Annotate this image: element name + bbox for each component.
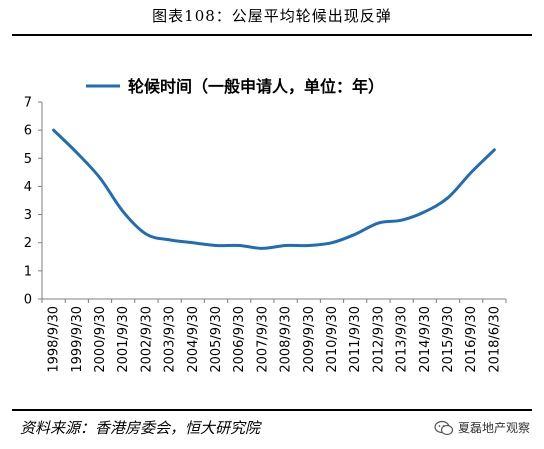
x-tick-label: 2009/9/30 xyxy=(302,306,317,373)
legend-label: 轮候时间（一般申请人，单位：年） xyxy=(128,77,384,96)
y-tick-label: 1 xyxy=(24,264,32,279)
x-tick-label: 2010/9/30 xyxy=(325,306,340,373)
x-tick-label: 1999/9/30 xyxy=(70,306,85,373)
y-tick-label: 2 xyxy=(24,236,32,251)
x-tick-label: 2006/9/30 xyxy=(232,306,247,373)
x-tick-label: 2002/9/30 xyxy=(139,306,154,373)
wechat-icon xyxy=(434,420,454,436)
figure-title: 图表108：公屋平均轮候出现反弹 xyxy=(152,7,392,25)
x-tick-label: 2016/9/30 xyxy=(464,306,479,373)
series-line xyxy=(52,128,496,250)
x-tick-label: 2005/9/30 xyxy=(209,306,224,373)
y-tick-label: 4 xyxy=(24,180,32,195)
x-tick-label: 2007/9/30 xyxy=(255,306,270,373)
y-tick-label: 3 xyxy=(24,208,32,223)
source-note: 资料来源：香港房委会，恒大研究院 xyxy=(20,419,261,437)
legend: 轮候时间（一般申请人，单位：年） xyxy=(86,77,384,96)
line-chart: 轮候时间（一般申请人，单位：年） 0 1 2 3 4 5 6 7 1998/9/30 1999/… xyxy=(24,77,507,373)
y-tick-label: 7 xyxy=(24,96,32,111)
x-tick-label: 2013/9/30 xyxy=(395,306,410,373)
x-tick-label: 2003/9/30 xyxy=(163,306,178,373)
x-tick-label: 2008/9/30 xyxy=(279,306,294,373)
x-tick-label: 1998/9/30 xyxy=(47,306,62,373)
x-axis-ticks: 1998/9/30 1999/9/30 2000/9/30 2001/9/30 2002… xyxy=(41,299,507,373)
x-tick-label: 2001/9/30 xyxy=(116,306,131,373)
y-tick-label: 5 xyxy=(24,152,32,167)
watermark-label: 夏磊地产观察 xyxy=(457,421,530,435)
x-tick-label: 2014/9/30 xyxy=(418,306,433,373)
y-axis-ticks: 0 1 2 3 4 5 6 7 xyxy=(24,96,42,308)
watermark: 夏磊地产观察 xyxy=(434,417,530,439)
y-tick-label: 6 xyxy=(24,124,32,139)
x-tick-label: 2015/9/30 xyxy=(441,306,456,373)
x-tick-label: 2004/9/30 xyxy=(186,306,201,373)
x-tick-label: 2011/9/30 xyxy=(348,306,363,373)
bottom-rule xyxy=(12,409,532,411)
y-tick-label: 0 xyxy=(24,293,32,308)
x-tick-label: 2000/9/30 xyxy=(93,306,108,373)
x-tick-label: 2012/9/30 xyxy=(371,306,386,373)
axes xyxy=(41,102,506,300)
x-tick-label: 2018/6/30 xyxy=(487,306,502,373)
top-rule xyxy=(12,34,532,36)
